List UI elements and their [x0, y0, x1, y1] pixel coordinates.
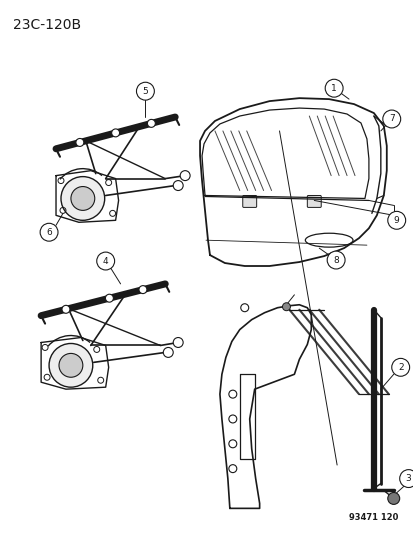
Circle shape — [180, 171, 190, 181]
Text: 1: 1 — [330, 84, 336, 93]
Circle shape — [97, 252, 114, 270]
Text: 9: 9 — [393, 216, 399, 225]
Circle shape — [173, 337, 183, 348]
Circle shape — [282, 303, 290, 311]
Circle shape — [387, 492, 399, 504]
FancyBboxPatch shape — [242, 196, 256, 207]
Circle shape — [71, 187, 95, 211]
Text: 23C-120B: 23C-120B — [13, 18, 81, 31]
Circle shape — [76, 139, 83, 147]
Text: 93471 120: 93471 120 — [349, 513, 398, 522]
Text: 4: 4 — [102, 256, 108, 265]
Text: 3: 3 — [405, 474, 411, 483]
Circle shape — [112, 129, 119, 137]
Circle shape — [325, 79, 342, 97]
Circle shape — [59, 353, 83, 377]
Circle shape — [136, 82, 154, 100]
Circle shape — [61, 176, 104, 220]
Circle shape — [40, 223, 58, 241]
Text: 6: 6 — [46, 228, 52, 237]
Circle shape — [399, 470, 413, 488]
Circle shape — [387, 212, 405, 229]
Circle shape — [139, 286, 147, 294]
Circle shape — [147, 119, 155, 127]
Circle shape — [382, 110, 400, 128]
Text: 2: 2 — [397, 363, 403, 372]
Circle shape — [163, 348, 173, 358]
Circle shape — [62, 305, 70, 313]
FancyBboxPatch shape — [306, 196, 320, 207]
Text: 8: 8 — [332, 255, 338, 264]
Text: 5: 5 — [142, 87, 148, 96]
Circle shape — [326, 251, 344, 269]
Text: 7: 7 — [388, 115, 394, 124]
Circle shape — [173, 181, 183, 190]
Circle shape — [49, 343, 93, 387]
Circle shape — [391, 358, 408, 376]
Circle shape — [105, 294, 113, 302]
